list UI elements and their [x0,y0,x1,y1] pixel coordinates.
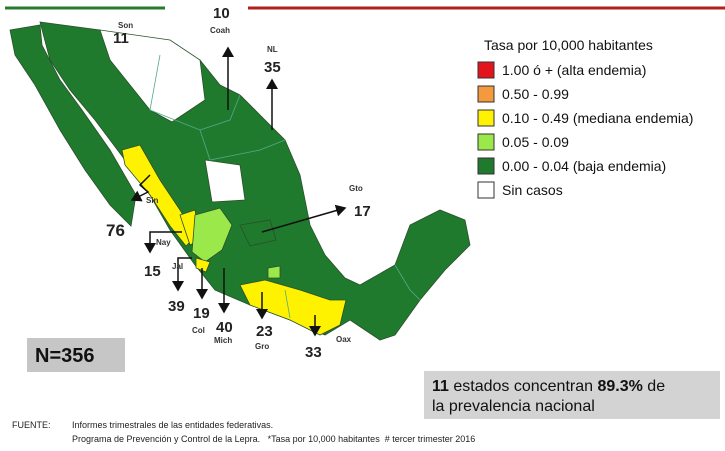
state-value: 17 [354,203,371,220]
state-value: 33 [305,344,322,361]
arrow [172,257,192,292]
state-value: 11 [113,30,129,47]
legend-label: Sin casos [502,182,563,198]
state-abbr: Oax [336,335,352,344]
arrow [261,204,347,233]
legend-swatch [477,157,495,175]
summary-part: 89.3% [597,378,642,395]
state-value: 39 [168,298,185,315]
footer-line: Informes trimestrales de las entidades f… [72,420,273,430]
baja-california [9,24,137,227]
state-value: 40 [216,319,233,336]
legend-label: 0.50 - 0.99 [502,86,569,102]
legend-swatch [477,133,495,151]
zacatecas [204,159,246,203]
state-value: 10 [213,5,230,22]
state-abbr: NL [267,45,278,54]
guanajuato [239,219,277,247]
footer-line: Programa de Prevención y Control de la L… [72,434,475,444]
total-box [27,338,125,372]
border [284,289,291,319]
border [199,129,286,161]
state-value: 15 [144,263,161,280]
legend-title: Tasa por 10,000 habitantes [484,37,653,53]
legend-label: 0.00 - 0.04 (baja endemia) [502,158,666,174]
map [9,21,471,341]
summary-part: de [643,378,665,395]
state-labels: Son 11 10 Coah NL 35 Gto 17 Sin 76 Nay 1… [106,5,371,361]
state-abbr: Son [118,21,133,30]
summary-part: estados concentran [449,378,598,395]
state-value: 76 [106,221,125,240]
state-value: 19 [193,305,210,322]
jalisco [191,207,233,263]
arrow [144,231,182,254]
total: N=356 [35,345,95,367]
colima [195,257,211,273]
summary-box [424,371,720,419]
summary-line: la prevalencia nacional [432,398,595,415]
legend-swatch [477,181,495,199]
legend-swatch [477,61,495,79]
state-abbr: Nay [156,238,171,247]
footer-label: FUENTE: [12,420,51,430]
state-value: 23 [256,323,273,340]
arrow [130,174,151,202]
legend: Tasa por 10,000 habitantes 1.00 ó + (alt… [477,37,693,199]
state-abbr: Sin [146,196,159,205]
guerrero-oaxaca [239,279,347,336]
legend-swatch [477,85,495,103]
state-abbr: Coah [210,26,230,35]
summary-line: 11 estados concentran 89.3% de [432,378,665,395]
state-abbr: Col [192,326,205,335]
border [394,264,421,301]
state-abbr: Jal [172,262,183,271]
state-value: 35 [264,59,281,76]
chihuahua [99,29,206,123]
legend-swatch [477,109,495,127]
state-abbr: Mich [214,336,232,345]
morelos [267,265,281,279]
legend-label: 0.05 - 0.09 [502,134,569,150]
summary-part: 11 [432,378,449,395]
arrows [130,46,347,337]
legend-label: 1.00 ó + (alta endemia) [502,62,646,78]
state-abbr: Gro [255,342,269,351]
state-abbr: Gto [349,184,363,193]
legend-label: 0.10 - 0.49 (mediana endemia) [502,110,693,126]
